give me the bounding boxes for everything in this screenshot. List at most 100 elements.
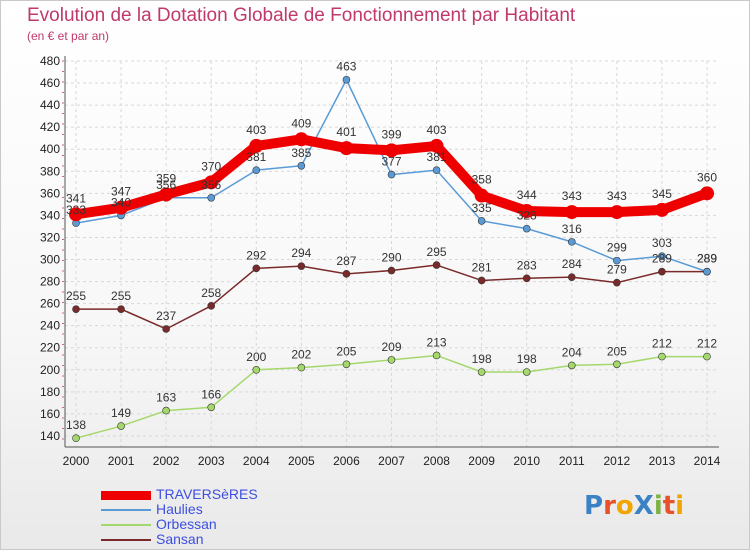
data-point (658, 352, 666, 361)
data-point (207, 193, 216, 202)
data-label: 283 (517, 258, 537, 272)
data-label: 255 (111, 289, 131, 303)
data-point (477, 368, 486, 376)
legend-swatch (101, 490, 151, 500)
data-label: 202 (291, 348, 311, 362)
data-label: 343 (607, 189, 627, 203)
legend-swatch (101, 524, 151, 526)
data-label: 200 (246, 350, 266, 364)
y-tick-label: 400 (40, 142, 60, 156)
data-point (477, 217, 486, 225)
data-label: 409 (291, 116, 311, 130)
legend-label: Haulies (156, 501, 203, 517)
data-label: 343 (562, 189, 582, 203)
data-point (117, 422, 125, 430)
data-label: 399 (381, 127, 401, 141)
data-label: 163 (156, 391, 176, 405)
data-point (207, 302, 216, 310)
data-label: 370 (201, 159, 221, 173)
data-point (522, 274, 531, 283)
legend-item: Sansan (101, 531, 321, 547)
data-point (522, 224, 531, 233)
data-label: 213 (427, 335, 447, 349)
data-point (432, 351, 441, 360)
data-label: 198 (472, 352, 492, 366)
data-point (613, 360, 621, 369)
x-tick-label: 2008 (423, 454, 450, 468)
data-point (252, 166, 261, 174)
data-label: 295 (427, 245, 447, 259)
logo-letter: t (662, 491, 676, 521)
data-label: 340 (111, 195, 131, 209)
data-point (342, 270, 351, 278)
data-point (432, 261, 441, 269)
y-tick-label: 200 (40, 363, 60, 377)
data-label: 294 (291, 246, 311, 260)
y-tick-label: 320 (40, 230, 60, 244)
y-tick-label: 240 (40, 319, 60, 333)
data-label: 341 (66, 191, 86, 205)
data-point (432, 166, 441, 174)
data-label: 356 (156, 178, 176, 192)
data-point (387, 356, 396, 364)
x-tick-label: 2009 (468, 454, 495, 468)
axes: 140 160 180 200 220 240 260 280 300 320 340 360 380 4… (40, 54, 721, 468)
x-tick-label: 2014 (694, 454, 721, 468)
data-point (384, 143, 399, 158)
data-label: 149 (111, 406, 131, 420)
logo-letter: r (603, 491, 616, 521)
data-label: 204 (562, 345, 582, 359)
data-point (429, 138, 444, 153)
data-label: 359 (156, 171, 176, 185)
data-label: 287 (336, 254, 356, 268)
x-tick-label: 2005 (288, 454, 315, 468)
data-point (342, 75, 351, 84)
data-label: 345 (652, 187, 672, 201)
x-tick-label: 2012 (604, 454, 631, 468)
x-tick-label: 2006 (333, 454, 360, 468)
x-tick-label: 2007 (378, 454, 405, 468)
data-point (207, 403, 216, 412)
legend-item: TRAVERSèRES (101, 486, 321, 502)
data-label: 385 (291, 146, 311, 160)
data-point (564, 205, 579, 220)
data-point (613, 278, 621, 287)
x-tick-label: 2001 (108, 454, 135, 468)
data-point (249, 138, 264, 153)
legend-swatch (101, 509, 151, 511)
data-point (477, 276, 486, 285)
legend-label: Sansan (156, 531, 204, 547)
data-label: 403 (246, 123, 266, 137)
data-label: 401 (336, 125, 356, 139)
data-label: 289 (697, 252, 717, 266)
x-tick-label: 2002 (153, 454, 180, 468)
data-label: 316 (562, 222, 582, 236)
data-point (117, 305, 125, 313)
data-label: 166 (201, 387, 221, 401)
data-point (204, 175, 219, 190)
data-label: 344 (517, 188, 537, 202)
data-label: 356 (201, 178, 221, 192)
logo-letter: i (675, 491, 685, 521)
y-tick-label: 260 (40, 297, 60, 311)
data-point (703, 267, 711, 276)
logo-letter: i (653, 491, 663, 521)
data-label: 290 (381, 251, 401, 265)
chart-title: Evolution de la Dotation Globale de Fonc… (27, 5, 576, 26)
data-point (252, 365, 261, 374)
data-point (609, 205, 624, 220)
data-label: 237 (156, 309, 176, 323)
data-label: 279 (607, 263, 627, 277)
data-point (252, 264, 261, 273)
data-point (159, 187, 174, 202)
data-label: 333 (66, 203, 86, 217)
x-tick-label: 2000 (63, 454, 90, 468)
data-point (567, 361, 576, 370)
data-label: 328 (517, 209, 537, 223)
data-label: 299 (607, 241, 627, 255)
x-tick-label: 2011 (559, 454, 585, 468)
series-lines (69, 75, 714, 442)
data-label: 212 (697, 337, 717, 351)
